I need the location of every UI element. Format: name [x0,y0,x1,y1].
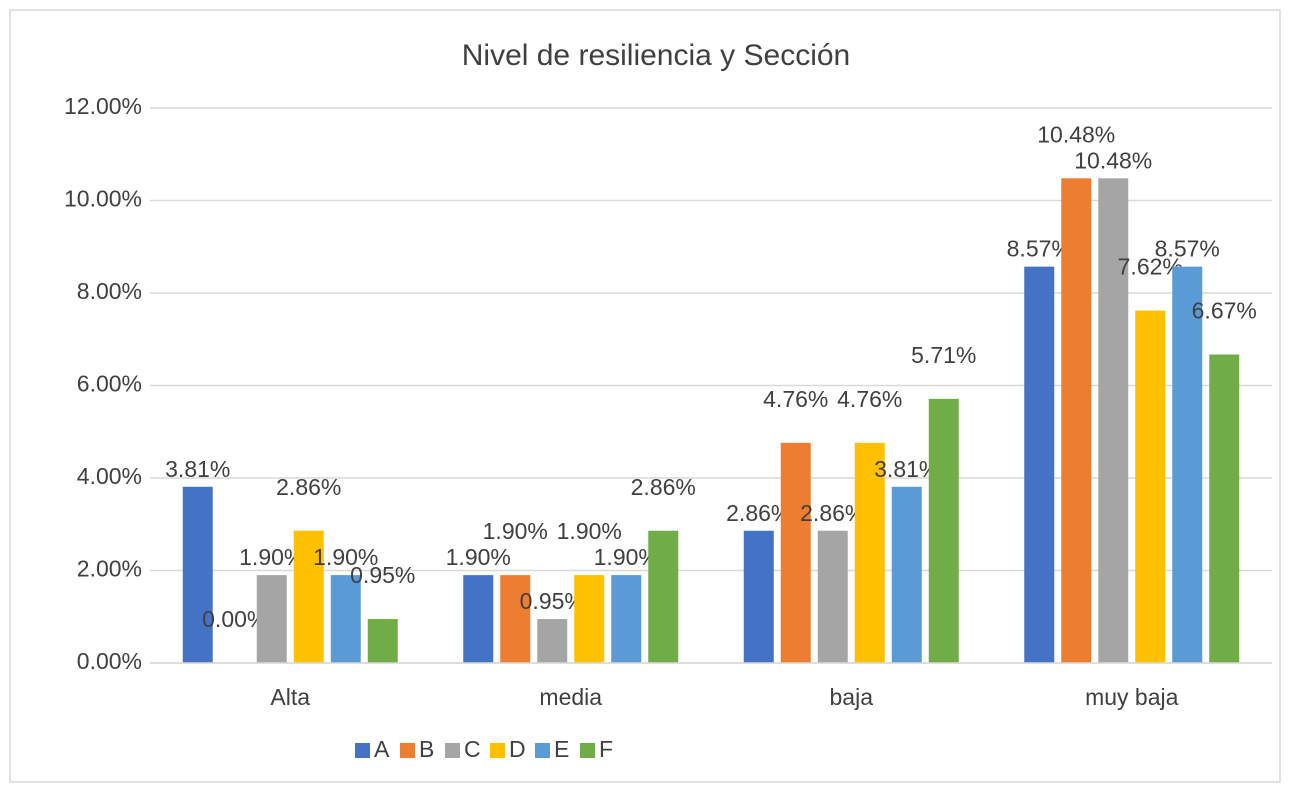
data-label: 1.90% [594,544,659,570]
y-tick-label: 0.00% [77,648,142,674]
bar [463,575,494,663]
legend-swatch [580,743,595,758]
data-label: 3.81% [165,456,230,482]
bar [537,619,568,663]
bar [1209,354,1240,663]
bar [574,575,605,663]
x-tick-label: media [539,684,602,710]
bar [611,575,642,663]
bar [743,530,774,663]
x-tick-label: Alta [270,684,310,710]
legend-swatch [355,743,370,758]
legend-swatch [445,743,460,758]
bar [1024,266,1055,663]
legend-swatch [400,743,415,758]
bar [500,575,531,663]
data-label: 0.00% [202,606,267,632]
legend-swatch [490,743,505,758]
data-label: 8.57% [1007,236,1072,262]
data-label: 0.95% [350,562,415,588]
data-label: 2.86% [276,474,341,500]
bar [256,575,287,663]
chart-title: Nivel de resiliencia y Sección [462,39,851,72]
legend-label: B [419,736,434,762]
legend-swatch [535,743,550,758]
data-label: 2.86% [726,500,791,526]
data-label: 7.62% [1118,254,1183,280]
data-label: 1.90% [239,544,304,570]
legend-label: C [464,736,481,762]
x-tick-label: baja [830,684,874,710]
data-label: 1.90% [557,518,622,544]
bar [1135,310,1166,663]
bar [1172,266,1203,663]
y-tick-label: 10.00% [64,186,142,212]
data-label: 2.86% [800,500,865,526]
bar [780,442,811,663]
data-label: 2.86% [631,474,696,500]
bar [1098,178,1129,664]
data-label: 3.81% [874,456,939,482]
data-label: 5.71% [911,342,976,368]
data-label: 10.48% [1074,147,1152,173]
bar [182,486,213,663]
data-label: 1.90% [446,544,511,570]
y-tick-label: 8.00% [77,278,142,304]
bar [854,442,885,663]
bar [293,530,324,663]
data-label: 4.76% [837,386,902,412]
data-label: 1.90% [313,544,378,570]
bar [928,398,959,663]
bar [817,530,848,663]
data-label: 8.57% [1155,236,1220,262]
bar [330,575,361,663]
legend-label: F [599,736,613,762]
data-label: 4.76% [763,386,828,412]
bar [367,619,398,663]
y-tick-label: 12.00% [64,93,142,119]
data-label: 6.67% [1192,298,1257,324]
bar [891,486,922,663]
bar [1061,178,1092,664]
y-tick-label: 4.00% [77,463,142,489]
data-label: 0.95% [520,588,585,614]
y-tick-label: 6.00% [77,371,142,397]
data-label: 10.48% [1037,121,1115,147]
legend-label: E [554,736,569,762]
x-tick-label: muy baja [1085,684,1179,710]
legend-label: A [374,736,390,762]
data-label: 1.90% [483,518,548,544]
y-tick-label: 2.00% [77,556,142,582]
bar [648,530,679,663]
legend-label: D [509,736,526,762]
